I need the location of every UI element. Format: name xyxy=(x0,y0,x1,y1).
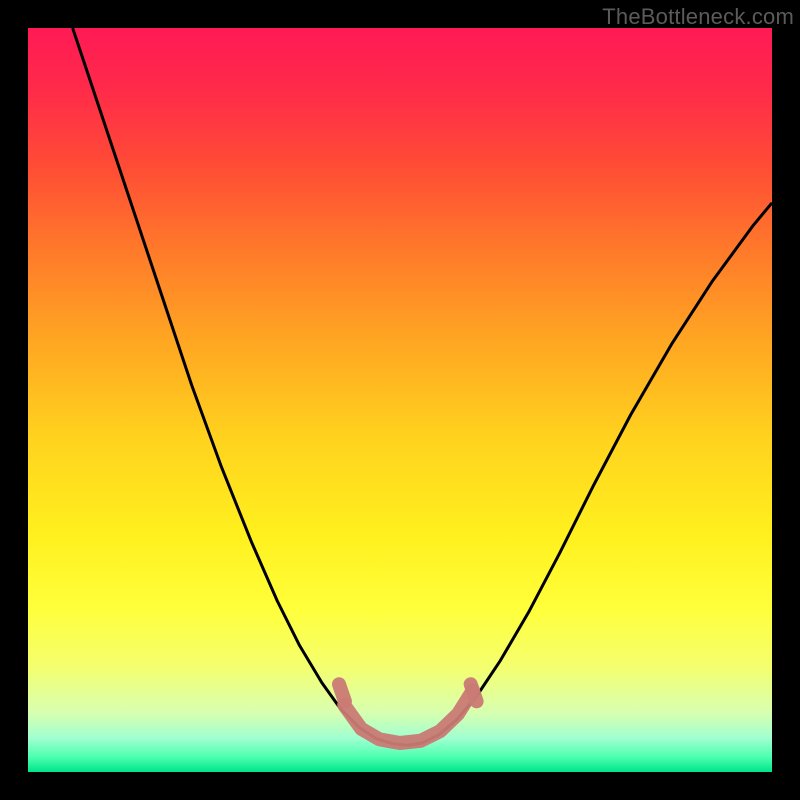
highlight-cap-right xyxy=(471,684,477,701)
chart-container: TheBottleneck.com xyxy=(0,0,800,800)
watermark-text: TheBottleneck.com xyxy=(602,4,794,30)
bottleneck-curve xyxy=(73,28,772,745)
highlight-segment xyxy=(344,690,473,743)
highlight-cap-left xyxy=(339,684,345,701)
plot-area xyxy=(28,28,772,772)
curves-layer xyxy=(28,28,772,772)
